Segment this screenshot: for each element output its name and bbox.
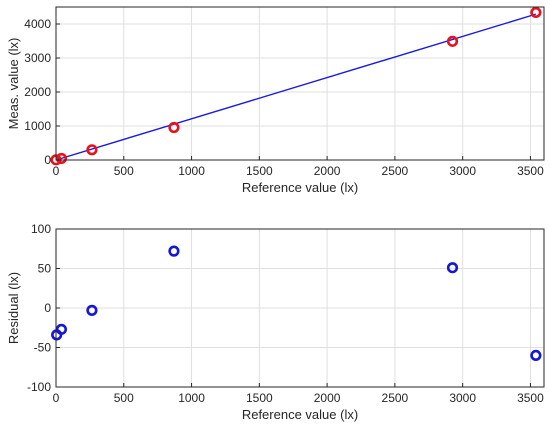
top-chart-y-tick-label: 1000: [24, 119, 51, 133]
bottom-chart-y-tick-label: -100: [27, 380, 51, 394]
bottom-chart-y-tick-label: 100: [31, 222, 51, 236]
bottom-chart-frame: [55, 228, 545, 388]
top-chart-x-tick-label: 2000: [314, 164, 341, 178]
bottom-chart-grid: [55, 228, 544, 388]
top-chart-x-tick-label: 2500: [382, 164, 409, 178]
top-chart-x-tick-label: 3500: [517, 164, 544, 178]
bottom-chart-y-tick-label: 50: [38, 262, 52, 276]
bottom-chart-x-axis-label: Reference value (lx): [242, 407, 358, 422]
bottom-chart-y-tick-label: -50: [34, 341, 52, 355]
top-chart-measured-vs-reference: 0 500 1000 1500 2000 2500 3000 3500 0 1000 2000 300…: [6, 6, 545, 195]
top-chart-data-point: [446, 35, 459, 47]
top-chart-y-tick-label: 3000: [24, 51, 51, 65]
bottom-chart-data-point: [446, 262, 459, 274]
bottom-chart-x-tick-label: 0: [53, 391, 60, 405]
bottom-chart-x-tick-label: 2000: [314, 391, 341, 405]
top-chart-x-tick-label: 0: [53, 164, 60, 178]
top-chart-x-tick-label: 1000: [178, 164, 205, 178]
top-chart-y-axis-label: Meas. value (lx): [6, 38, 21, 130]
bottom-chart-data-point: [168, 245, 180, 257]
top-chart-data-point: [168, 121, 180, 134]
bottom-chart-x-tick-label: 3000: [449, 391, 476, 405]
bottom-chart-y-tick-label: 0: [44, 301, 51, 315]
bottom-chart-x-tick-label: 3500: [517, 391, 544, 405]
top-chart-frame: [55, 6, 545, 161]
bottom-chart-x-tick-label: 1500: [246, 391, 273, 405]
top-chart-x-tick-label: 1500: [246, 164, 273, 178]
top-chart-x-axis-label: Reference value (lx): [242, 180, 358, 195]
bottom-chart-data: [51, 245, 542, 362]
bottom-chart-ticks: 0 500 1000 1500 2000 2500 3000 3500 -100 -50 0 50 10…: [27, 222, 544, 405]
top-chart-fit-line: [55, 13, 537, 161]
bottom-chart-data-point: [55, 323, 68, 335]
top-chart-data-point: [530, 6, 542, 19]
top-chart-data-point: [86, 144, 98, 156]
top-chart-x-tick-label: 3000: [449, 164, 476, 178]
bottom-chart-residuals: 0 500 1000 1500 2000 2500 3000 3500 -100 -50 0 50 10…: [6, 222, 545, 422]
top-chart-y-tick-label: 0: [44, 153, 51, 167]
top-chart-ticks: 0 500 1000 1500 2000 2500 3000 3500 0 1000 2000 300…: [24, 17, 544, 178]
bottom-chart-x-tick-label: 500: [114, 391, 134, 405]
top-chart-y-tick-label: 2000: [24, 85, 51, 99]
bottom-chart-x-tick-label: 2500: [382, 391, 409, 405]
bottom-chart-y-axis-label: Residual (lx): [6, 272, 21, 344]
top-chart-x-tick-label: 500: [114, 164, 134, 178]
bottom-chart-data-point: [86, 304, 98, 316]
top-chart-data-point: [55, 152, 68, 165]
bottom-chart-x-tick-label: 1000: [178, 391, 205, 405]
top-chart-y-tick-label: 4000: [24, 17, 51, 31]
bottom-chart-data-point: [530, 349, 542, 362]
top-chart-data: [50, 6, 542, 166]
